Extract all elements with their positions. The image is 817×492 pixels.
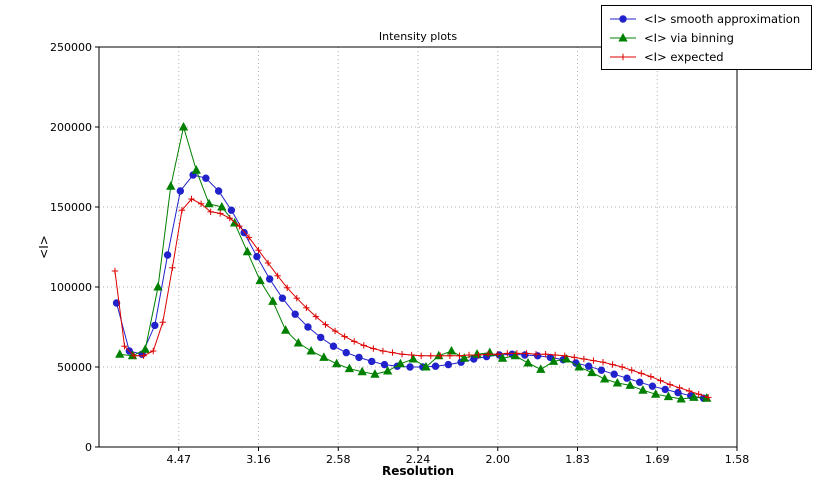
svg-text:150000: 150000 <box>50 201 92 214</box>
svg-text:1.83: 1.83 <box>565 453 590 466</box>
svg-text:100000: 100000 <box>50 281 92 294</box>
svg-text:250000: 250000 <box>50 41 92 54</box>
svg-text:1.58: 1.58 <box>725 453 750 466</box>
chart-title: Intensity plots <box>378 30 458 43</box>
legend-label: <I> via binning <box>644 30 734 45</box>
svg-text:2.00: 2.00 <box>486 453 511 466</box>
svg-text:0: 0 <box>85 441 92 454</box>
svg-text:4.47: 4.47 <box>167 453 192 466</box>
svg-text:2.58: 2.58 <box>326 453 351 466</box>
svg-text:1.69: 1.69 <box>645 453 670 466</box>
x-axis-label: Resolution <box>381 464 455 478</box>
svg-text:3.16: 3.16 <box>246 453 271 466</box>
svg-text:200000: 200000 <box>50 121 92 134</box>
legend-entry-smooth-approximation: <I> smooth approximation <box>608 9 805 28</box>
legend-label: <I> expected <box>644 49 724 64</box>
legend-entry-via-binning: <I> via binning <box>608 28 805 47</box>
legend-entry-expected: <I> expected <box>608 47 805 66</box>
y-axis-label: <I> <box>37 235 51 259</box>
legend: <I> smooth approximation <I> via binning… <box>601 5 812 70</box>
legend-marker-plus-icon <box>610 53 636 60</box>
legend-label: <I> smooth approximation <box>644 11 801 26</box>
legend-marker-triangle-icon <box>610 32 636 41</box>
svg-text:50000: 50000 <box>57 361 92 374</box>
legend-marker-circle-icon <box>610 14 636 23</box>
svg-text:2.24: 2.24 <box>406 453 431 466</box>
